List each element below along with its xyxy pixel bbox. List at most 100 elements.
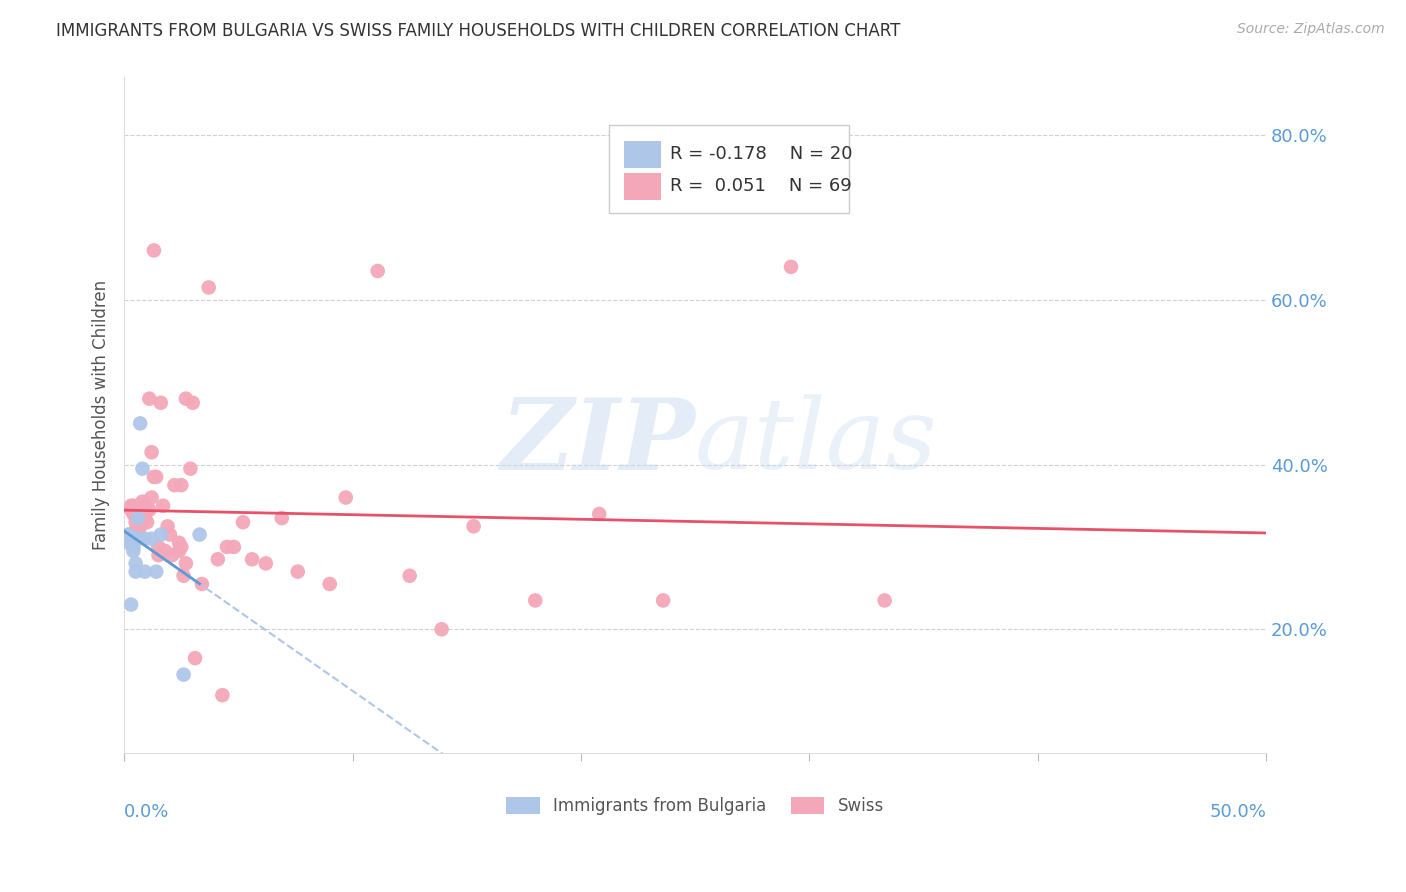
Point bbox=[780, 260, 803, 274]
Point bbox=[138, 392, 160, 406]
Point bbox=[129, 519, 152, 533]
Point bbox=[142, 244, 165, 258]
Point bbox=[122, 503, 145, 517]
Text: 0.0%: 0.0% bbox=[124, 804, 170, 822]
Point bbox=[124, 557, 146, 571]
Point bbox=[127, 511, 149, 525]
Point bbox=[136, 515, 159, 529]
Point bbox=[287, 565, 309, 579]
Point bbox=[124, 524, 146, 538]
Point bbox=[127, 524, 149, 538]
Point bbox=[145, 565, 167, 579]
FancyBboxPatch shape bbox=[624, 173, 661, 200]
Point bbox=[211, 688, 233, 702]
Point bbox=[181, 396, 204, 410]
Point bbox=[652, 593, 675, 607]
Point bbox=[149, 396, 172, 410]
Point bbox=[120, 598, 142, 612]
Point bbox=[134, 511, 156, 525]
Point bbox=[270, 511, 292, 525]
Point bbox=[131, 499, 153, 513]
Point bbox=[367, 264, 389, 278]
Point bbox=[120, 503, 142, 517]
Point bbox=[174, 392, 197, 406]
Y-axis label: Family Households with Children: Family Households with Children bbox=[93, 280, 110, 550]
Text: atlas: atlas bbox=[695, 394, 938, 490]
Point bbox=[167, 536, 190, 550]
Point bbox=[232, 515, 254, 529]
Point bbox=[134, 565, 156, 579]
Point bbox=[138, 503, 160, 517]
Point bbox=[159, 527, 181, 541]
Point bbox=[134, 532, 156, 546]
FancyBboxPatch shape bbox=[609, 125, 849, 212]
Point bbox=[118, 527, 141, 541]
Point bbox=[120, 499, 142, 513]
Point bbox=[124, 565, 146, 579]
Text: ZIP: ZIP bbox=[501, 394, 695, 491]
Point bbox=[118, 527, 141, 541]
Point bbox=[141, 445, 163, 459]
Point bbox=[191, 577, 214, 591]
Point bbox=[873, 593, 896, 607]
Point bbox=[524, 593, 547, 607]
Point bbox=[319, 577, 342, 591]
Point bbox=[149, 527, 172, 541]
Text: 50.0%: 50.0% bbox=[1209, 804, 1265, 822]
Point bbox=[141, 491, 163, 505]
FancyBboxPatch shape bbox=[624, 141, 661, 168]
Text: Source: ZipAtlas.com: Source: ZipAtlas.com bbox=[1237, 22, 1385, 37]
Point bbox=[152, 499, 174, 513]
Point bbox=[588, 507, 610, 521]
Point bbox=[173, 667, 195, 681]
Text: IMMIGRANTS FROM BULGARIA VS SWISS FAMILY HOUSEHOLDS WITH CHILDREN CORRELATION CH: IMMIGRANTS FROM BULGARIA VS SWISS FAMILY… bbox=[56, 22, 901, 40]
Point bbox=[127, 499, 149, 513]
Point bbox=[136, 503, 159, 517]
Point bbox=[131, 503, 153, 517]
Point bbox=[148, 548, 170, 562]
Point bbox=[127, 532, 149, 546]
Point bbox=[197, 280, 219, 294]
Point bbox=[173, 568, 195, 582]
Point bbox=[134, 499, 156, 513]
Point bbox=[120, 532, 142, 546]
Point bbox=[188, 527, 211, 541]
Point bbox=[179, 461, 201, 475]
Point bbox=[430, 622, 453, 636]
Point bbox=[207, 552, 229, 566]
Point bbox=[156, 519, 179, 533]
Point bbox=[463, 519, 485, 533]
Point bbox=[240, 552, 263, 566]
Point bbox=[155, 544, 177, 558]
Point bbox=[170, 540, 193, 554]
Point bbox=[215, 540, 238, 554]
Point bbox=[122, 544, 145, 558]
Point bbox=[118, 536, 141, 550]
Point bbox=[122, 499, 145, 513]
Point bbox=[167, 544, 190, 558]
Point bbox=[398, 568, 420, 582]
Point bbox=[254, 557, 277, 571]
Text: R =  0.051    N = 69: R = 0.051 N = 69 bbox=[671, 178, 852, 195]
Point bbox=[163, 478, 186, 492]
Point bbox=[129, 503, 152, 517]
Point bbox=[222, 540, 245, 554]
Point bbox=[122, 532, 145, 546]
Point bbox=[148, 540, 170, 554]
Legend: Immigrants from Bulgaria, Swiss: Immigrants from Bulgaria, Swiss bbox=[499, 790, 890, 822]
Point bbox=[131, 461, 153, 475]
Point bbox=[174, 557, 197, 571]
Point bbox=[145, 470, 167, 484]
Point bbox=[170, 478, 193, 492]
Point bbox=[184, 651, 207, 665]
Point bbox=[141, 532, 163, 546]
Point bbox=[142, 470, 165, 484]
Point bbox=[122, 507, 145, 521]
Point bbox=[160, 548, 183, 562]
Point bbox=[129, 417, 152, 431]
Point bbox=[127, 511, 149, 525]
Point bbox=[122, 540, 145, 554]
Point bbox=[131, 494, 153, 508]
Point bbox=[335, 491, 357, 505]
Point bbox=[124, 503, 146, 517]
